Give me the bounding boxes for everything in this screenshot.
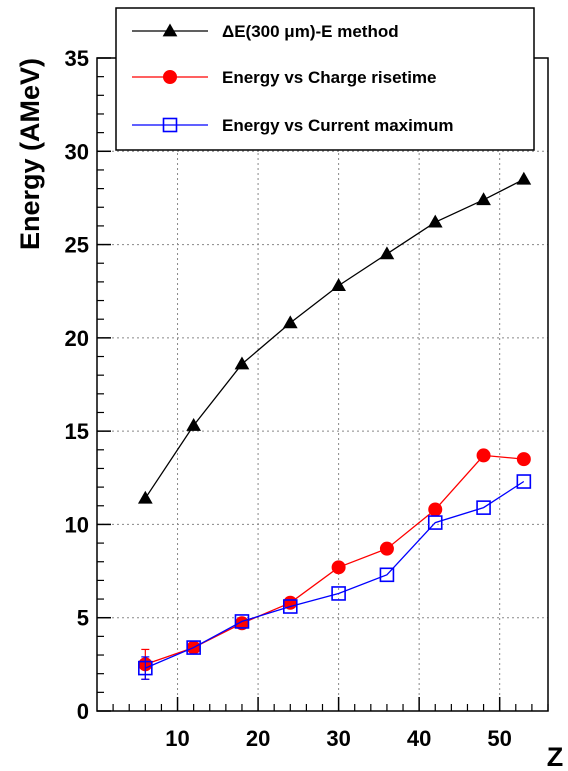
y-tick-label: 20 <box>65 326 89 351</box>
data-point <box>428 502 443 517</box>
plot-frame <box>96 57 549 712</box>
data-point <box>379 567 395 583</box>
data-point <box>427 515 443 530</box>
series-group <box>137 171 532 680</box>
y-tick-label: 10 <box>65 512 89 537</box>
data-point <box>234 356 250 370</box>
data-point <box>282 315 298 329</box>
data-point <box>186 418 202 431</box>
y-tick-label: 5 <box>77 606 89 631</box>
legend-marker <box>162 23 178 37</box>
data-point <box>476 500 491 515</box>
data-point <box>282 599 298 614</box>
data-point <box>379 246 395 260</box>
data-point <box>331 586 346 601</box>
legend-marker <box>163 70 177 84</box>
x-tick-label: 20 <box>246 726 270 751</box>
y-tick-label: 25 <box>65 233 89 258</box>
data-point <box>137 490 153 504</box>
legend-label: Energy vs Charge risetime <box>222 68 436 87</box>
data-point <box>331 278 346 291</box>
y-tick-label: 0 <box>77 699 89 724</box>
x-tick-label: 50 <box>487 726 511 751</box>
data-point <box>516 452 531 467</box>
legend: ΔE(300 μm)-E method Energy vs Charge rise… <box>115 7 535 151</box>
data-point <box>516 171 532 185</box>
legend-marker <box>162 117 178 133</box>
series-line <box>144 178 525 499</box>
data-point <box>476 448 491 463</box>
data-point <box>186 640 201 655</box>
y-tick-label: 30 <box>65 139 89 164</box>
y-axis-title: Energy (AMeV) <box>15 58 45 250</box>
y-tick-label: 35 <box>65 46 89 71</box>
data-point <box>234 614 250 629</box>
x-tick-label: 40 <box>407 726 431 751</box>
data-point <box>516 474 532 489</box>
legend-items: ΔE(300 μm)-E method Energy vs Charge rise… <box>132 22 453 135</box>
grid <box>97 58 548 711</box>
data-point <box>476 192 491 206</box>
series-line <box>145 480 525 669</box>
legend-box <box>115 7 535 151</box>
series-line <box>145 454 524 666</box>
x-tick-label: 30 <box>326 726 350 751</box>
data-point <box>138 660 153 676</box>
data-point <box>331 560 346 575</box>
series-1 <box>137 171 532 504</box>
data-point <box>379 541 394 556</box>
legend-label: Energy vs Current maximum <box>222 116 453 135</box>
legend-label: ΔE(300 μm)-E method <box>222 22 399 41</box>
x-tick-label: 10 <box>165 726 189 751</box>
axis-ticks: 0 5 10 15 20 25 30 35 10 20 30 40 50 <box>65 46 549 751</box>
y-tick-label: 15 <box>65 419 89 444</box>
data-point <box>427 214 443 228</box>
series-3 <box>138 474 532 680</box>
x-axis-title: Z <box>547 742 564 771</box>
